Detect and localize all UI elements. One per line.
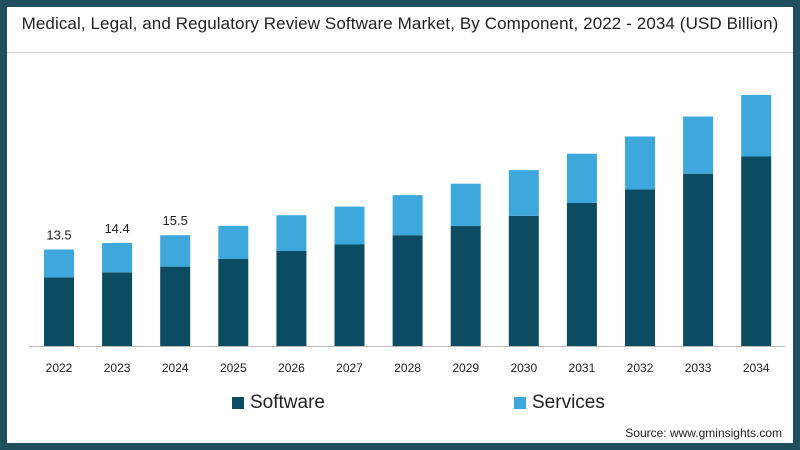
- bar-software-2031: [566, 203, 597, 346]
- bar-software-2023: [102, 272, 133, 346]
- x-tick-label-2029: 2029: [452, 361, 479, 375]
- x-tick-label-2034: 2034: [743, 361, 770, 375]
- legend-item-software: Software: [232, 392, 325, 414]
- title-divider: [7, 52, 793, 53]
- x-tick-label-2025: 2025: [220, 361, 247, 375]
- x-tick-label-2031: 2031: [569, 361, 596, 375]
- bar-services-2028: [392, 195, 423, 236]
- bar-services-2026: [276, 215, 307, 251]
- x-tick-label-2024: 2024: [162, 361, 189, 375]
- bar-software-2032: [625, 189, 655, 346]
- bar-services-2029: [450, 183, 481, 226]
- x-tick-label-2026: 2026: [278, 361, 305, 375]
- bar-software-2033: [683, 173, 714, 346]
- x-tick-label-2032: 2032: [627, 361, 654, 375]
- data-label-2024: 15.5: [163, 213, 188, 228]
- legend-item-services: Services: [514, 392, 605, 414]
- bar-services-2031: [566, 153, 597, 203]
- bar-software-2030: [508, 215, 539, 346]
- bar-services-2032: [625, 136, 655, 190]
- data-label-2023: 14.4: [104, 221, 129, 236]
- bar-software-2024: [160, 266, 191, 346]
- bar-services-2024: [160, 235, 191, 267]
- legend-label-software: Software: [250, 392, 325, 413]
- bar-services-2025: [218, 225, 249, 259]
- source-note: Source: www.gminsights.com: [625, 426, 782, 440]
- bar-software-2022: [44, 277, 74, 346]
- chart-title: Medical, Legal, and Regulatory Review So…: [21, 14, 779, 33]
- bar-software-2026: [276, 250, 307, 346]
- x-tick-label-2022: 2022: [46, 361, 73, 375]
- x-tick-label-2030: 2030: [510, 361, 537, 375]
- bar-services-2030: [508, 170, 539, 216]
- bar-services-2027: [334, 206, 365, 245]
- bar-software-2027: [334, 244, 365, 346]
- x-tick-label-2023: 2023: [104, 361, 131, 375]
- bar-services-2023: [102, 243, 133, 273]
- x-tick-label-2028: 2028: [394, 361, 421, 375]
- bar-software-2034: [741, 156, 772, 346]
- x-tick-label-2027: 2027: [336, 361, 363, 375]
- legend-label-services: Services: [532, 392, 605, 413]
- data-label-2022: 13.5: [46, 228, 71, 243]
- bar-services-2033: [683, 116, 714, 174]
- x-tick-label-2033: 2033: [685, 361, 712, 375]
- bar-software-2025: [218, 258, 249, 346]
- legend-swatch-software: [232, 397, 244, 409]
- bar-services-2034: [741, 95, 772, 157]
- bar-services-2022: [44, 249, 74, 278]
- bar-software-2029: [450, 225, 481, 346]
- bar-software-2028: [392, 235, 423, 346]
- legend-swatch-services: [514, 397, 526, 409]
